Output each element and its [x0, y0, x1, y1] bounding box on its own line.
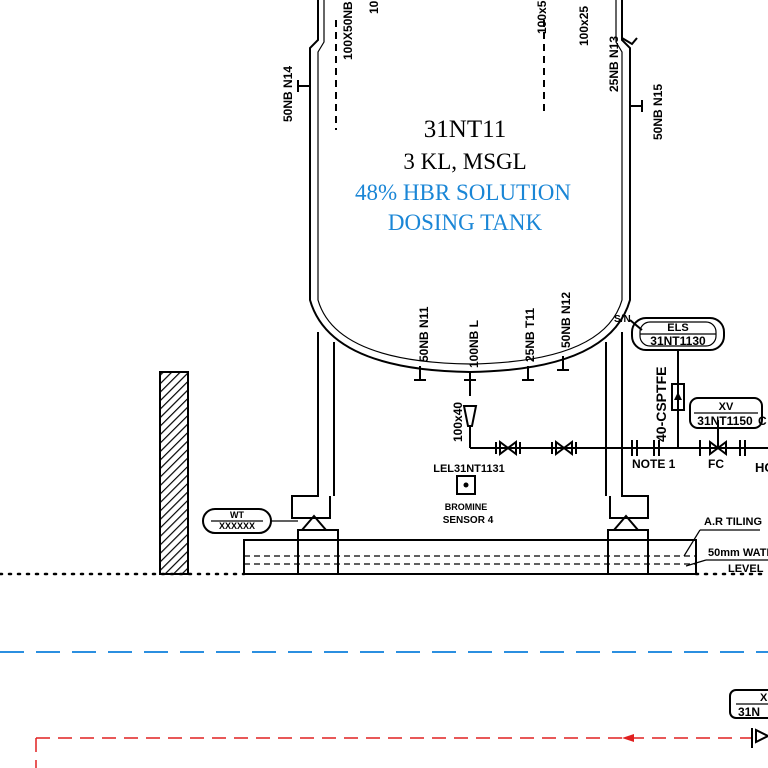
csptfe-line [629, 319, 685, 448]
hatched-wall [159, 371, 189, 575]
wt-instrument[interactable]: WT XXXXXX [202, 508, 298, 534]
top-nozzle-label-2: 100x5 [535, 0, 549, 34]
nozzle-l-label: 100NB L [467, 320, 481, 368]
ball-valve-2 [555, 440, 573, 456]
top-nozzle-label-1: 100X50NB [341, 1, 355, 60]
els-instrument[interactable]: ELS 31NT1130 [631, 317, 725, 351]
line-size-label: 40-CSPTFE [653, 367, 669, 442]
drain-line [462, 380, 768, 456]
red-signal-line [35, 734, 752, 768]
bottom-nozzles [414, 356, 569, 381]
sensor-line1: BROMINE [445, 502, 488, 512]
support-leg-left [291, 332, 335, 531]
xv-instrument[interactable]: XV 31NT1150 C [689, 397, 767, 429]
nozzle-n15: 50NB N15 [630, 84, 665, 140]
note-label: NOTE 1 [632, 457, 676, 471]
sensor-line2: SENSOR 4 [443, 515, 494, 526]
lower-right-instrument[interactable]: X 31N [729, 689, 768, 748]
red-arrow-icon [622, 734, 634, 742]
top-nozzle-label-misc: 10 [367, 0, 381, 14]
top-nozzle-label-3: 100x25 [577, 6, 591, 46]
nozzle-n13-label: 25NB N13 [607, 36, 621, 92]
nozzle-n12-label: 50NB N12 [559, 292, 573, 348]
els-func: ELS [667, 322, 688, 334]
nozzle-n11-label: 50NB N11 [417, 306, 431, 362]
xv-side-label: C [758, 414, 767, 428]
support-leg-right [605, 332, 649, 531]
water-label-1: 50mm WATE [708, 547, 768, 559]
lower-right-func: X [760, 692, 768, 704]
wt-tag: XXXXXX [219, 521, 255, 531]
nozzle-t11-label: 25NB T11 [523, 308, 537, 362]
sensor-tag: LEL31NT1131 [433, 463, 505, 475]
nozzle-n15-label: 50NB N15 [651, 84, 665, 140]
xv-tag: 31NT1150 [697, 414, 753, 428]
xv-func: XV [719, 401, 734, 413]
ball-valve-1 [499, 440, 517, 456]
fc-label: FC [708, 457, 724, 471]
els-tag: 31NT1130 [650, 334, 706, 348]
bromine-sensor[interactable]: LEL31NT1131 BROMINE SENSOR 4 [433, 463, 505, 526]
xv-valve [709, 440, 727, 456]
tank-capacity: 3 KL, MSGL [403, 149, 526, 174]
nozzle-n14-label: 50NB N14 [281, 66, 295, 122]
ho-label: HO [755, 460, 768, 475]
nozzle-n13: 25NB N13 [607, 36, 638, 92]
foundation [0, 529, 768, 576]
tank-service-line2: DOSING TANK [388, 210, 543, 235]
sn-label: S/N [614, 314, 631, 325]
reducer-label: 100x40 [451, 402, 465, 442]
nozzle-n14: 50NB N14 [281, 66, 310, 122]
tank-service-line1: 48% HBR SOLUTION [355, 180, 571, 205]
tiling-label: A.R TILING [704, 516, 762, 528]
wt-func: WT [230, 510, 244, 520]
lower-right-tag: 31N [738, 705, 760, 719]
tank-tag: 31NT11 [424, 116, 506, 143]
water-label-2: LEVEL [728, 563, 764, 575]
